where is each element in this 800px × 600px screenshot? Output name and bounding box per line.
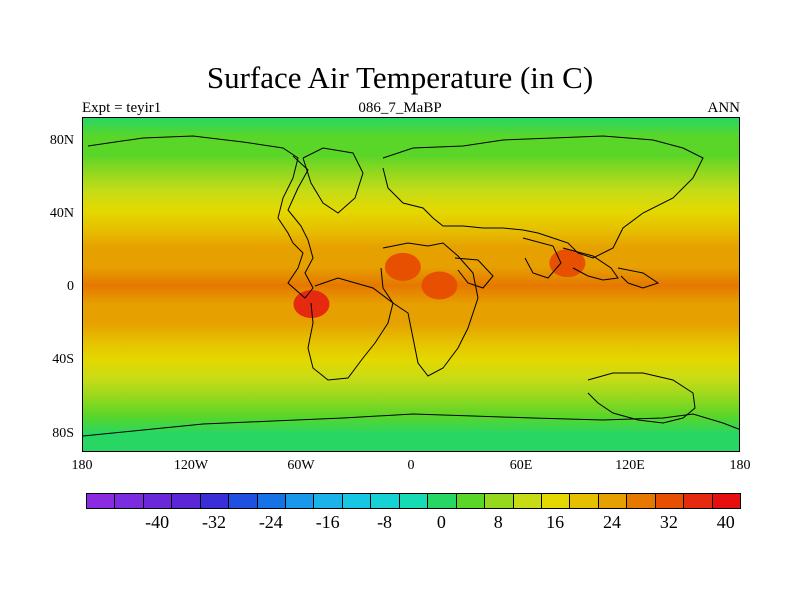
colorbar-swatch — [711, 493, 741, 509]
colorbar-swatch — [142, 493, 173, 509]
eurasia-outline — [382, 135, 704, 259]
colorbar-swatch — [86, 493, 116, 509]
colorbar-swatch — [626, 493, 656, 509]
temperature-map — [82, 117, 740, 452]
y-tick-40s: 40S — [52, 352, 74, 367]
y-tick-40n: 40N — [49, 206, 74, 221]
colorbar-label: 16 — [546, 512, 565, 532]
colorbar-label: -40 — [145, 512, 170, 532]
colorbar-swatch — [398, 493, 429, 509]
colorbar-label: -24 — [258, 512, 283, 532]
colorbar-label: -8 — [377, 512, 393, 532]
colorbar-swatch — [512, 493, 542, 509]
x-tick-120e: 120E — [615, 458, 645, 473]
colorbar-swatch — [256, 493, 287, 509]
southeast-asia-outline — [562, 247, 619, 281]
x-tick-60w: 60W — [287, 458, 315, 473]
colorbar-swatch — [228, 493, 258, 509]
colorbar-swatch — [427, 493, 457, 509]
x-tick-0: 0 — [407, 458, 415, 473]
islands-outline — [617, 267, 660, 289]
x-tick-60e: 60E — [509, 458, 533, 473]
colorbar-swatch — [313, 493, 343, 509]
colorbar-label: 8 — [493, 512, 503, 532]
hotspot-africa-west — [384, 252, 421, 281]
x-tick-180e: 180 — [729, 458, 751, 473]
south-america-outline — [307, 277, 394, 381]
colorbar-swatch — [370, 493, 400, 509]
colorbar-swatch — [569, 493, 599, 509]
colorbar-label: 40 — [716, 512, 735, 532]
x-tick-180w: 180 — [71, 458, 93, 473]
australia-outline — [587, 372, 696, 424]
colorbar-swatch — [114, 493, 144, 509]
colorbar-label: -32 — [201, 512, 226, 532]
season-label: ANN — [707, 100, 741, 116]
y-tick-0: 0 — [67, 279, 74, 294]
colorbar-label: 24 — [603, 512, 622, 532]
colorbar-swatch — [484, 493, 514, 509]
colorbar-label: -16 — [315, 512, 340, 532]
colorbar-swatch — [654, 493, 685, 509]
arabia-outline — [454, 257, 494, 289]
africa-outline — [380, 242, 479, 377]
colorbar-swatch — [285, 493, 315, 509]
north-america-outline — [87, 135, 314, 299]
continent-outlines — [83, 135, 739, 437]
india-outline — [522, 237, 562, 279]
colorbar-swatch — [341, 493, 372, 509]
greenland-outline — [302, 147, 364, 214]
colorbar-swatch — [199, 493, 230, 509]
colorbar-swatch — [597, 493, 628, 509]
map-title: Surface Air Temperature (in C) — [206, 60, 594, 95]
experiment-label: Expt = teyir1 — [82, 100, 162, 116]
y-tick-80s: 80S — [52, 426, 74, 441]
y-tick-80n: 80N — [49, 133, 74, 148]
colorbar-swatch — [683, 493, 713, 509]
antarctica-outline — [83, 413, 739, 437]
map-canvas — [83, 118, 739, 451]
colorbar-swatch — [171, 493, 201, 509]
temperature-field — [83, 118, 739, 451]
colorbar-label: 32 — [659, 512, 678, 532]
colorbar-swatch — [455, 493, 486, 509]
period-label: 086_7_MaBP — [358, 100, 442, 116]
x-tick-120w: 120W — [173, 458, 209, 473]
colorbar-swatch — [540, 493, 571, 509]
hotspot-africa-east — [421, 271, 458, 300]
hotspot-layer — [293, 249, 586, 319]
colorbar-label: 0 — [436, 512, 446, 532]
